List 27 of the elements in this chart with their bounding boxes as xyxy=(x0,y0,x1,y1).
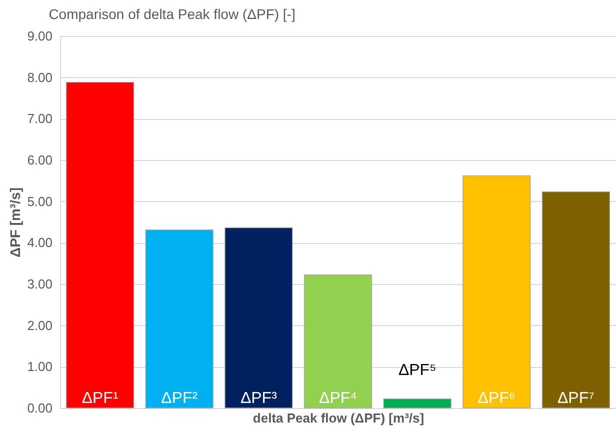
y-tick-label: 6.00 xyxy=(27,152,52,168)
bar xyxy=(224,227,293,408)
y-tick-label: 3.00 xyxy=(27,276,52,292)
x-tick-label: ΔPF² xyxy=(161,390,198,407)
bar xyxy=(145,230,214,408)
y-tick-label: 4.00 xyxy=(27,235,52,250)
bar xyxy=(462,175,531,408)
y-tick-label: 0.00 xyxy=(27,400,52,416)
bar xyxy=(66,82,134,408)
y-tick-label: 7.00 xyxy=(27,111,52,126)
bar xyxy=(383,398,452,408)
bar xyxy=(304,274,372,408)
x-tick-label: ΔPF⁴ xyxy=(318,390,358,407)
x-tick-label: ΔPF¹ xyxy=(82,390,118,407)
chart-title: Comparison of delta Peak flow (ΔPF) [-] xyxy=(48,6,296,22)
y-tick-label: 9.00 xyxy=(27,28,52,44)
x-tick-label: ΔPF⁶ xyxy=(478,390,516,407)
y-tick-label: 1.00 xyxy=(27,359,52,374)
x-axis-title: delta Peak flow (ΔPF) [m³/s] xyxy=(252,410,424,426)
x-tick-label: ΔPF⁷ xyxy=(557,390,595,407)
y-tick-label: 5.00 xyxy=(27,194,52,209)
y-tick-label: 8.00 xyxy=(27,70,52,85)
bar xyxy=(542,191,610,408)
x-tick-label: ΔPF³ xyxy=(240,390,278,407)
y-axis-title: ΔPF [m³/s] xyxy=(7,188,24,258)
y-tick-label: 2.00 xyxy=(27,318,52,333)
x-tick-label: ΔPF⁵ xyxy=(398,362,436,379)
